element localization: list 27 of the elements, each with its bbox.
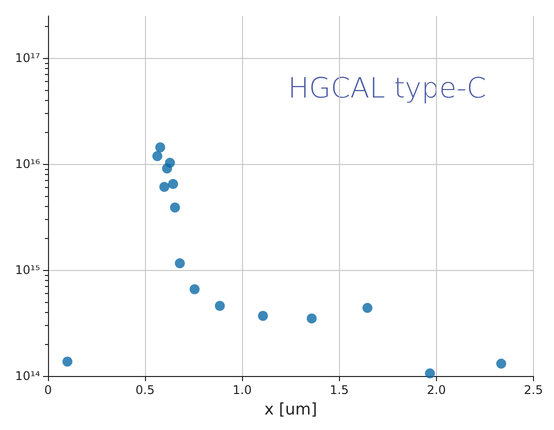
point [496,358,506,369]
x-tick-label: 0.5 [136,383,155,398]
point [164,158,175,168]
point [174,258,185,268]
x-tick-label: 1.5 [330,383,349,398]
point [424,368,435,378]
point [159,182,170,192]
point [152,151,162,162]
x-axis-title: x [um] [264,400,318,418]
point [62,356,72,367]
point [306,313,317,324]
y-tick-label: 10¹⁴ [15,369,40,384]
x-tick-label: 1.0 [232,383,252,398]
x-tick-label: 2.5 [524,383,544,398]
point [258,310,268,321]
x-tick-label: 2.0 [426,383,446,398]
x-tick-label: 0 [44,383,52,398]
y-tick-label: 10¹⁶ [15,157,40,172]
annotation: HGCAL type-C [288,72,486,104]
y-tick-label: 10¹⁷ [15,51,40,66]
point [214,300,225,311]
point [362,302,372,313]
point [155,142,166,152]
point [168,178,178,189]
point [170,202,180,212]
y-tick-label: 10¹⁵ [15,263,40,278]
point [190,284,200,294]
